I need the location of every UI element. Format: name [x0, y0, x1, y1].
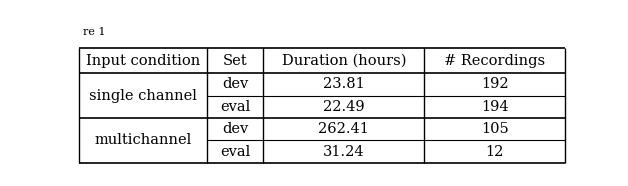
- Text: 262.41: 262.41: [318, 122, 369, 136]
- Text: 105: 105: [481, 122, 509, 136]
- Text: multichannel: multichannel: [94, 133, 192, 147]
- Text: Set: Set: [223, 54, 248, 68]
- Text: single channel: single channel: [89, 89, 197, 103]
- Text: re 1: re 1: [84, 27, 106, 37]
- Text: Input condition: Input condition: [86, 54, 200, 68]
- Text: 22.49: 22.49: [323, 100, 365, 114]
- Text: Duration (hours): Duration (hours): [281, 54, 406, 68]
- Text: # Recordings: # Recordings: [444, 54, 545, 68]
- Text: 194: 194: [481, 100, 509, 114]
- Text: 192: 192: [481, 78, 509, 92]
- Text: eval: eval: [220, 100, 251, 114]
- Text: 23.81: 23.81: [323, 78, 365, 92]
- Text: dev: dev: [222, 78, 249, 92]
- Text: eval: eval: [220, 145, 251, 158]
- Text: 12: 12: [485, 145, 504, 158]
- Text: dev: dev: [222, 122, 249, 136]
- Text: 31.24: 31.24: [323, 145, 365, 158]
